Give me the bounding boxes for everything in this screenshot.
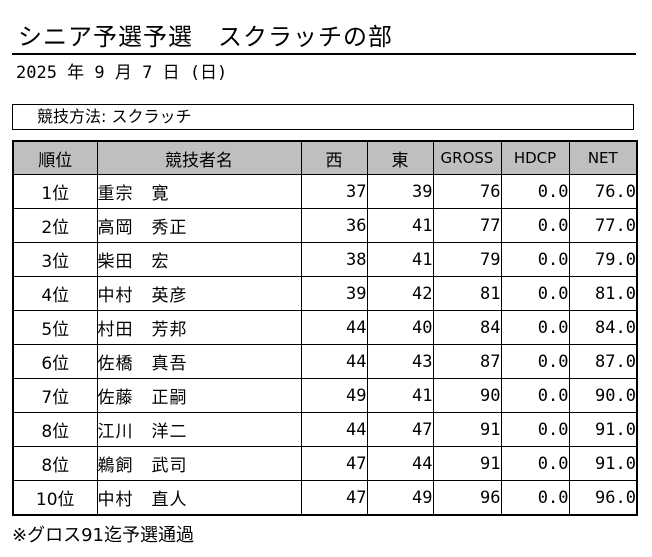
header-net: NET xyxy=(568,140,638,175)
cell-player-name: 鵜飼 武司 xyxy=(96,446,302,481)
qualification-note: ※グロス91迄予選通過 xyxy=(12,525,194,546)
table-header-row: 順位 競技者名 西 東 GROSS HDCP NET xyxy=(12,140,638,175)
cell-hdcp: 0.0 xyxy=(500,208,570,243)
cell-rank: 1位 xyxy=(12,174,98,209)
cell-net: 96.0 xyxy=(568,480,638,516)
table-row: 7位 佐藤 正嗣 49 41 90 0.0 90.0 xyxy=(12,378,638,413)
cell-hdcp: 0.0 xyxy=(500,446,570,481)
table-row: 8位 江川 洋二 44 47 91 0.0 91.0 xyxy=(12,412,638,447)
results-table: 順位 競技者名 西 東 GROSS HDCP NET 1位 重宗 寛 37 39 76 0… xyxy=(12,140,638,516)
header-gross: GROSS xyxy=(432,140,502,175)
cell-net: 81.0 xyxy=(568,276,638,311)
cell-west-score: 49 xyxy=(300,378,368,413)
cell-net: 79.0 xyxy=(568,242,638,277)
results-body: 1位 重宗 寛 37 39 76 0.0 76.0 2位 高岡 秀正 36 41 77 0.0 77.0 3… xyxy=(12,174,638,516)
cell-rank: 3位 xyxy=(12,242,98,277)
header-hdcp: HDCP xyxy=(500,140,570,175)
cell-player-name: 江川 洋二 xyxy=(96,412,302,447)
cell-gross: 77 xyxy=(432,208,502,243)
table-row: 3位 柴田 宏 38 41 79 0.0 79.0 xyxy=(12,242,638,277)
cell-net: 91.0 xyxy=(568,446,638,481)
header-rank: 順位 xyxy=(12,140,98,175)
table-row: 8位 鵜飼 武司 47 44 91 0.0 91.0 xyxy=(12,446,638,481)
cell-west-score: 47 xyxy=(300,480,368,516)
cell-hdcp: 0.0 xyxy=(500,174,570,209)
cell-gross: 87 xyxy=(432,344,502,379)
cell-rank: 5位 xyxy=(12,310,98,345)
header-player-name: 競技者名 xyxy=(96,140,302,175)
cell-west-score: 44 xyxy=(300,344,368,379)
cell-player-name: 村田 芳邦 xyxy=(96,310,302,345)
cell-net: 87.0 xyxy=(568,344,638,379)
cell-east-score: 47 xyxy=(366,412,434,447)
cell-net: 77.0 xyxy=(568,208,638,243)
cell-rank: 8位 xyxy=(12,412,98,447)
cell-rank: 6位 xyxy=(12,344,98,379)
cell-player-name: 佐藤 正嗣 xyxy=(96,378,302,413)
cell-hdcp: 0.0 xyxy=(500,242,570,277)
cell-rank: 8位 xyxy=(12,446,98,481)
cell-gross: 79 xyxy=(432,242,502,277)
cell-east-score: 49 xyxy=(366,480,434,516)
cell-hdcp: 0.0 xyxy=(500,344,570,379)
cell-rank: 7位 xyxy=(12,378,98,413)
cell-player-name: 重宗 寛 xyxy=(96,174,302,209)
title-underline xyxy=(12,53,636,55)
table-row: 6位 佐橋 真吾 44 43 87 0.0 87.0 xyxy=(12,344,638,379)
cell-rank: 10位 xyxy=(12,480,98,516)
cell-east-score: 39 xyxy=(366,174,434,209)
cell-west-score: 44 xyxy=(300,310,368,345)
cell-east-score: 42 xyxy=(366,276,434,311)
competition-method: 競技方法: スクラッチ xyxy=(12,104,634,130)
cell-player-name: 柴田 宏 xyxy=(96,242,302,277)
cell-east-score: 43 xyxy=(366,344,434,379)
cell-net: 84.0 xyxy=(568,310,638,345)
cell-hdcp: 0.0 xyxy=(500,310,570,345)
cell-player-name: 中村 直人 xyxy=(96,480,302,516)
header-west: 西 xyxy=(300,140,368,175)
cell-east-score: 41 xyxy=(366,208,434,243)
cell-gross: 91 xyxy=(432,412,502,447)
cell-gross: 76 xyxy=(432,174,502,209)
cell-rank: 4位 xyxy=(12,276,98,311)
cell-gross: 91 xyxy=(432,446,502,481)
cell-west-score: 39 xyxy=(300,276,368,311)
cell-hdcp: 0.0 xyxy=(500,480,570,516)
cell-gross: 84 xyxy=(432,310,502,345)
cell-player-name: 佐橋 真吾 xyxy=(96,344,302,379)
table-row: 1位 重宗 寛 37 39 76 0.0 76.0 xyxy=(12,174,638,209)
cell-hdcp: 0.0 xyxy=(500,412,570,447)
cell-player-name: 高岡 秀正 xyxy=(96,208,302,243)
cell-west-score: 47 xyxy=(300,446,368,481)
cell-player-name: 中村 英彦 xyxy=(96,276,302,311)
cell-hdcp: 0.0 xyxy=(500,276,570,311)
cell-west-score: 36 xyxy=(300,208,368,243)
header-east: 東 xyxy=(366,140,434,175)
table-row: 5位 村田 芳邦 44 40 84 0.0 84.0 xyxy=(12,310,638,345)
cell-gross: 81 xyxy=(432,276,502,311)
cell-east-score: 41 xyxy=(366,378,434,413)
cell-net: 76.0 xyxy=(568,174,638,209)
cell-net: 91.0 xyxy=(568,412,638,447)
cell-west-score: 44 xyxy=(300,412,368,447)
cell-gross: 90 xyxy=(432,378,502,413)
cell-east-score: 41 xyxy=(366,242,434,277)
page-title: シニア予選予選 スクラッチの部 xyxy=(18,23,393,51)
cell-east-score: 44 xyxy=(366,446,434,481)
cell-east-score: 40 xyxy=(366,310,434,345)
cell-hdcp: 0.0 xyxy=(500,378,570,413)
cell-rank: 2位 xyxy=(12,208,98,243)
table-row: 4位 中村 英彦 39 42 81 0.0 81.0 xyxy=(12,276,638,311)
cell-west-score: 37 xyxy=(300,174,368,209)
cell-west-score: 38 xyxy=(300,242,368,277)
cell-net: 90.0 xyxy=(568,378,638,413)
table-row: 10位 中村 直人 47 49 96 0.0 96.0 xyxy=(12,480,638,516)
event-date: 2025 年 9 月 7 日 (日) xyxy=(16,63,228,83)
cell-gross: 96 xyxy=(432,480,502,516)
table-row: 2位 高岡 秀正 36 41 77 0.0 77.0 xyxy=(12,208,638,243)
